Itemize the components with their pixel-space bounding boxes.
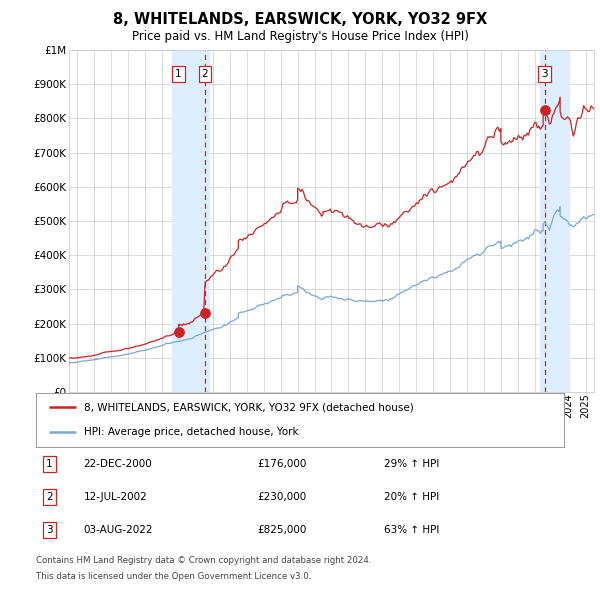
Point: [200, 309, 210, 318]
Text: 1: 1: [46, 460, 53, 470]
Text: Price paid vs. HM Land Registry's House Price Index (HPI): Price paid vs. HM Land Registry's House …: [131, 30, 469, 43]
Bar: [540, 50, 569, 392]
Text: 12-JUL-2002: 12-JUL-2002: [83, 492, 147, 502]
Text: 63% ↑ HPI: 63% ↑ HPI: [385, 525, 440, 535]
Point: [540, 105, 550, 114]
Point: [174, 327, 184, 336]
Text: 3: 3: [46, 525, 53, 535]
Text: 8, WHITELANDS, EARSWICK, YORK, YO32 9FX: 8, WHITELANDS, EARSWICK, YORK, YO32 9FX: [113, 12, 487, 27]
Text: 03-AUG-2022: 03-AUG-2022: [83, 525, 153, 535]
Text: Contains HM Land Registry data © Crown copyright and database right 2024.: Contains HM Land Registry data © Crown c…: [36, 556, 371, 565]
Text: 8, WHITELANDS, EARSWICK, YORK, YO32 9FX (detached house): 8, WHITELANDS, EARSWICK, YORK, YO32 9FX …: [83, 402, 413, 412]
Text: 1: 1: [175, 69, 182, 79]
Text: HPI: Average price, detached house, York: HPI: Average price, detached house, York: [83, 427, 298, 437]
Text: 22-DEC-2000: 22-DEC-2000: [83, 460, 152, 470]
Text: 3: 3: [541, 69, 548, 79]
Text: £176,000: £176,000: [258, 460, 307, 470]
Bar: [172, 50, 209, 392]
Text: £825,000: £825,000: [258, 525, 307, 535]
Text: 29% ↑ HPI: 29% ↑ HPI: [385, 460, 440, 470]
Text: 2: 2: [46, 492, 53, 502]
Text: 20% ↑ HPI: 20% ↑ HPI: [385, 492, 440, 502]
Text: This data is licensed under the Open Government Licence v3.0.: This data is licensed under the Open Gov…: [36, 572, 311, 581]
Text: 2: 2: [202, 69, 208, 79]
Text: £230,000: £230,000: [258, 492, 307, 502]
